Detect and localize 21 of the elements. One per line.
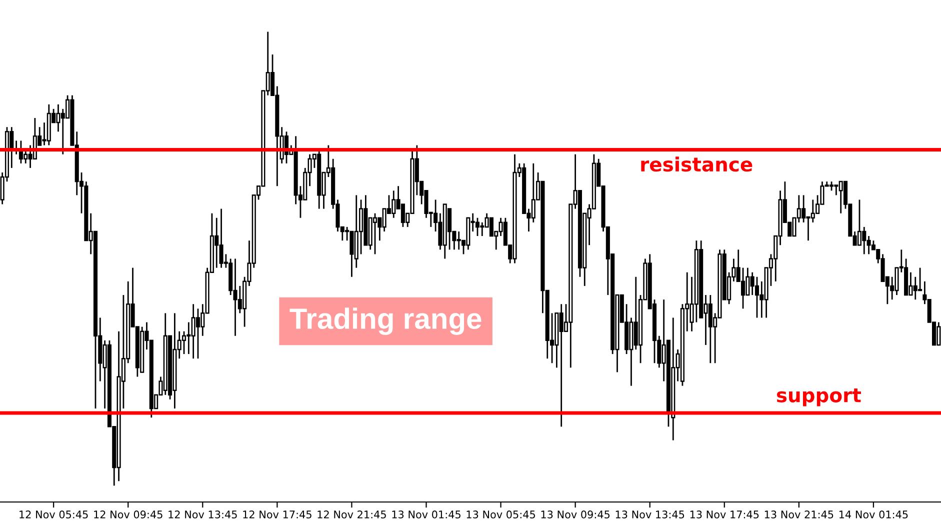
x-tick-label: 12 Nov 21:45 [318,510,386,518]
x-tick-label: 13 Nov 09:45 [541,510,610,518]
x-tick-label: 12 Nov 09:45 [94,510,162,518]
x-tick-label: 14 Nov 01:45 [839,510,908,518]
x-tick-label: 13 Nov 17:45 [690,510,759,518]
candlestick [196,308,200,360]
ref-line-label: support [776,388,861,406]
candlestick [475,217,480,237]
annotation: Trading range [290,308,482,335]
x-tick-label: 12 Nov 05:45 [20,510,88,518]
x-tick-label: 13 Nov 13:45 [616,510,684,518]
x-tick-label: 13 Nov 21:45 [764,510,834,518]
x-tick-label: 12 Nov 17:45 [243,510,312,518]
x-tick-label: 13 Nov 05:45 [466,510,535,518]
candlestick [182,330,186,355]
candlestick [740,267,746,310]
x-tick-label: 13 Nov 01:45 [392,510,460,518]
x-tick-label: 12 Nov 13:45 [168,510,237,518]
candlestick [754,276,760,318]
candlestick [372,212,378,255]
ref-line-label: resistance [641,156,752,172]
